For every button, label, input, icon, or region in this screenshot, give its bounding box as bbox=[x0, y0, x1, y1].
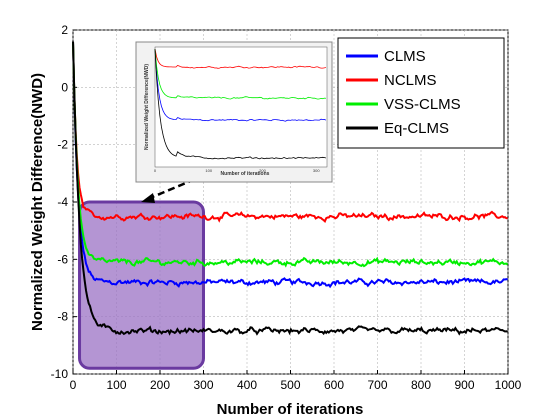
y-tick-label: -4 bbox=[57, 195, 68, 209]
axis-ticks: 0 100 200 300 400 500 600 700 800 900 1000-10-8-6-… bbox=[51, 23, 522, 392]
x-tick-label: 300 bbox=[193, 378, 213, 392]
inset-series-line-eq-clms bbox=[154, 48, 327, 160]
x-tick-label: 900 bbox=[454, 378, 474, 392]
x-tick-label: 1000 bbox=[495, 378, 522, 392]
y-tick-label: 2 bbox=[61, 23, 68, 37]
zoom-arrow bbox=[141, 173, 206, 203]
legend-label-eq-clms: Eq-CLMS bbox=[384, 120, 449, 137]
y-tick-label: -2 bbox=[57, 138, 68, 152]
y-tick-label: 0 bbox=[61, 80, 68, 94]
x-tick-label: 500 bbox=[280, 378, 300, 392]
inset-series-line-nclms bbox=[154, 48, 326, 69]
y-tick-label: -10 bbox=[51, 367, 69, 381]
inset-x-tick-label: 100 bbox=[205, 168, 212, 173]
inset-zoom: 0 100 200 300 Number of iterations Normaliz… bbox=[135, 41, 333, 183]
x-tick-label: 800 bbox=[411, 378, 431, 392]
y-tick-label: -6 bbox=[57, 252, 68, 266]
zoom-highlight-box bbox=[78, 200, 205, 370]
highlight-layer bbox=[78, 200, 205, 370]
x-tick-label: 200 bbox=[150, 378, 170, 392]
legend: CLMS NCLMS VSS-CLMS Eq-CLMS bbox=[337, 37, 505, 149]
series-line-eq-clms bbox=[72, 41, 508, 336]
series-line-nclms bbox=[72, 41, 508, 224]
inset-series-line-vss-clms bbox=[154, 48, 326, 100]
y-axis-label: Normalized Weight Difference(NWD) bbox=[29, 73, 46, 331]
inset-series bbox=[154, 48, 327, 160]
inset-plot-area bbox=[154, 46, 328, 168]
inset-x-tick-label: 0 bbox=[154, 168, 157, 173]
x-tick-label: 700 bbox=[367, 378, 387, 392]
inset-x-tick-label: 300 bbox=[313, 168, 320, 173]
inset-series-line-clms bbox=[154, 48, 327, 122]
legend-label-nclms: NCLMS bbox=[384, 72, 437, 89]
x-axis-label: Number of iterations bbox=[217, 401, 364, 418]
y-tick-label: -8 bbox=[57, 310, 68, 324]
series-line-vss-clms bbox=[72, 41, 509, 268]
series-layer bbox=[72, 41, 509, 336]
inset-x-label: Number of iterations bbox=[221, 171, 270, 177]
legend-label-vss-clms: VSS-CLMS bbox=[384, 96, 461, 113]
inset-y-label: Normalized Weight Difference(NWD) bbox=[144, 64, 150, 150]
series-line-clms bbox=[72, 41, 508, 289]
legend-label-clms: CLMS bbox=[384, 48, 426, 65]
x-tick-label: 600 bbox=[324, 378, 344, 392]
x-tick-label: 400 bbox=[237, 378, 257, 392]
inset-x-tick-label: 200 bbox=[259, 168, 266, 173]
x-tick-label: 0 bbox=[70, 378, 77, 392]
x-tick-label: 100 bbox=[106, 378, 126, 392]
inset-ticks: 0 100 200 300 bbox=[154, 168, 320, 173]
